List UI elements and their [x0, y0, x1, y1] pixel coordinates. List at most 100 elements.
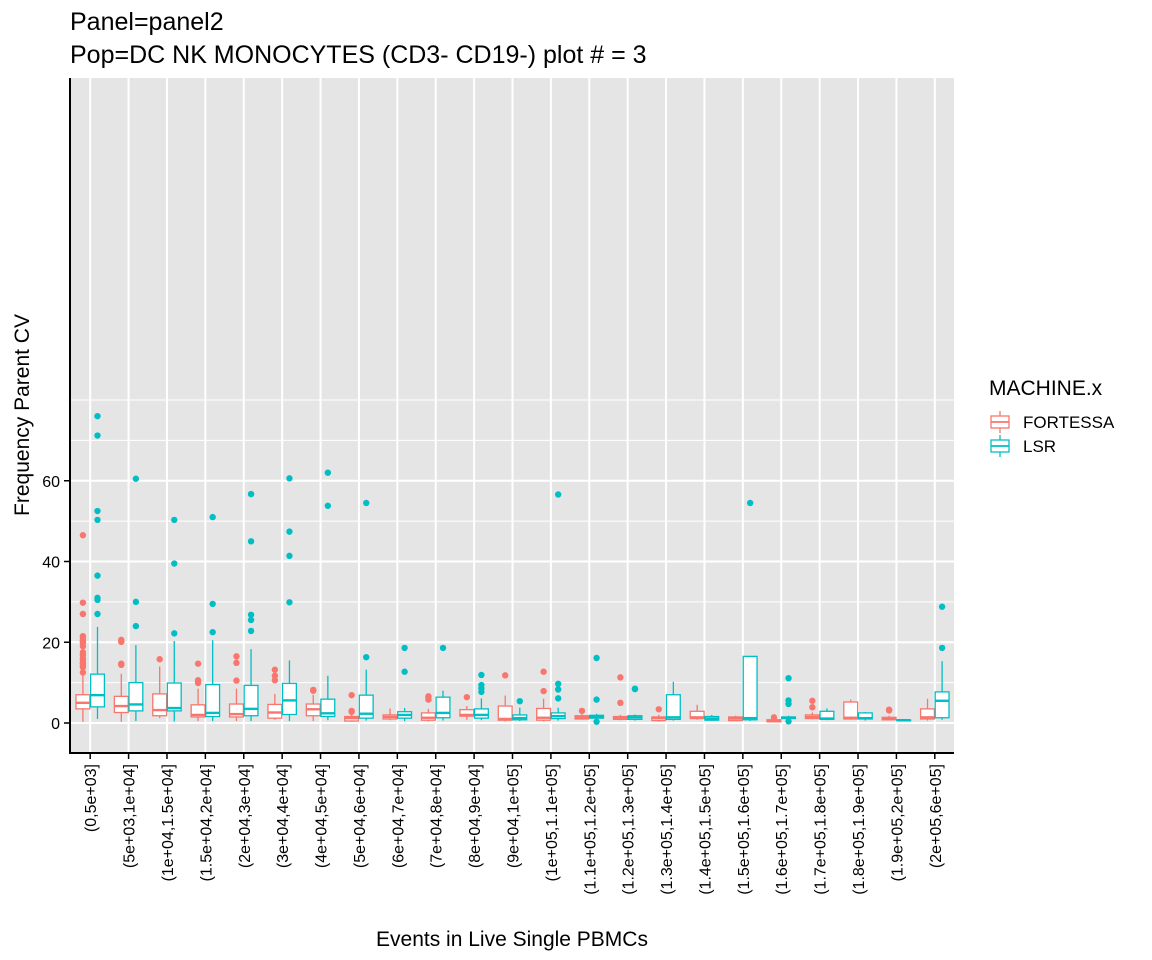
x-tick-label: (3e+04,4e+04]	[275, 764, 292, 868]
box-lsr	[358, 499, 374, 721]
box-iqr	[536, 707, 552, 721]
outlier-point	[171, 560, 178, 567]
outlier-point	[271, 666, 279, 673]
x-tick-label: (2e+05,6e+05]	[928, 764, 945, 868]
box-fortessa	[727, 715, 744, 722]
outlier-point	[554, 686, 562, 693]
box-iqr	[205, 683, 221, 718]
x-tick-label: (5e+04,6e+04]	[352, 764, 369, 868]
outlier-point	[401, 668, 408, 675]
outlier-point	[194, 677, 202, 684]
box-iqr	[166, 682, 182, 712]
box-lsr	[589, 654, 605, 725]
x-tick-label: (0,5e+03]	[83, 764, 100, 832]
outlier-point	[554, 680, 562, 688]
y-tick-label: 40	[42, 555, 60, 572]
outlier-point	[79, 669, 87, 676]
x-tick-label: (1e+05,1.1e+05]	[544, 764, 561, 881]
box-fortessa	[190, 660, 206, 721]
x-tick-label: (4e+04,5e+04]	[314, 764, 331, 868]
box-lsr	[397, 644, 413, 721]
outlier-point	[79, 649, 87, 656]
outlier-point	[809, 697, 816, 704]
outlier-point	[363, 499, 370, 507]
box-fortessa	[689, 704, 705, 720]
outlier-point	[94, 594, 101, 602]
x-tick-label: (1.3e+05,1.4e+05]	[659, 764, 676, 895]
outlier-point	[554, 695, 562, 702]
box-fortessa	[766, 714, 782, 723]
outlier-point	[286, 599, 293, 606]
outlier-point	[79, 632, 87, 640]
box-fortessa	[843, 699, 859, 720]
outlier-point	[593, 654, 600, 662]
legend-title: MACHINE.x	[989, 377, 1103, 400]
outlier-point	[324, 469, 332, 476]
box-iqr	[243, 684, 259, 717]
box-lsr	[550, 491, 566, 721]
box-lsr	[934, 603, 950, 720]
outlier-point	[247, 616, 255, 624]
outlier-point	[540, 668, 547, 675]
box-fortessa	[881, 706, 897, 721]
x-axis-title: Events in Live Single PBMCs	[376, 928, 648, 951]
outlier-point	[655, 706, 662, 713]
box-iqr	[281, 682, 298, 716]
box-iqr	[89, 673, 106, 708]
outlier-point	[286, 528, 293, 535]
box-iqr	[665, 694, 681, 721]
box-lsr	[166, 516, 182, 722]
series-lsr	[89, 412, 950, 725]
outlier-point	[79, 610, 87, 618]
outlier-point	[540, 687, 547, 695]
box-fortessa	[497, 672, 513, 722]
box-lsr	[320, 469, 336, 721]
legend-label-fortessa: FORTESSA	[1023, 413, 1115, 432]
legend-label-lsr: LSR	[1023, 437, 1056, 456]
x-tick-label: (8e+04,9e+04]	[467, 764, 484, 868]
outlier-point	[363, 653, 370, 661]
outlier-point	[885, 706, 893, 713]
outlier-point	[425, 693, 432, 700]
outlier-point	[348, 707, 355, 715]
outlier-point	[785, 674, 792, 682]
box-iqr	[742, 655, 758, 721]
box-lsr	[627, 685, 643, 721]
box-lsr	[780, 674, 797, 725]
y-tick-label: 60	[42, 474, 60, 491]
legend-entry-lsr: LSR	[990, 435, 1056, 457]
box-fortessa	[459, 693, 475, 720]
outlier-point	[286, 552, 293, 560]
box-fortessa	[152, 656, 168, 719]
x-tick-label: (1e+04,1.5e+04]	[160, 764, 177, 881]
box-iqr	[459, 709, 475, 717]
box-lsr	[243, 490, 259, 721]
outlier-point	[94, 507, 101, 515]
outlier-point	[478, 671, 485, 679]
outlier-point	[194, 660, 202, 667]
x-tick-label: (1.9e+05,2e+05]	[889, 764, 906, 881]
legend-key-lsr	[990, 435, 1010, 457]
legend: MACHINE.x FORTESSA LSR	[989, 377, 1115, 457]
box-fortessa	[612, 674, 628, 721]
box-fortessa	[420, 693, 436, 722]
box-lsr	[704, 714, 720, 721]
box-iqr	[435, 696, 451, 719]
box-iqr	[919, 708, 936, 720]
outlier-point	[401, 644, 408, 652]
outlier-point	[617, 699, 624, 707]
x-tick-label: (1.7e+05,1.8e+05]	[813, 764, 830, 895]
outlier-point	[593, 718, 600, 725]
outlier-point	[118, 636, 125, 644]
x-tick-label: (1.2e+05,1.3e+05]	[621, 764, 638, 895]
outlier-point	[785, 718, 792, 725]
outlier-point	[79, 599, 87, 606]
outlier-point	[593, 696, 600, 703]
outlier-point	[247, 627, 255, 635]
outlier-point	[554, 491, 562, 498]
outlier-point	[209, 513, 216, 521]
y-axis-title: Frequency Parent CV	[11, 314, 34, 516]
box-lsr	[281, 475, 298, 721]
x-axis: (0,5e+03] (5e+03,1e+04] (1e+04,1.5e+04] (1.…	[83, 753, 945, 895]
